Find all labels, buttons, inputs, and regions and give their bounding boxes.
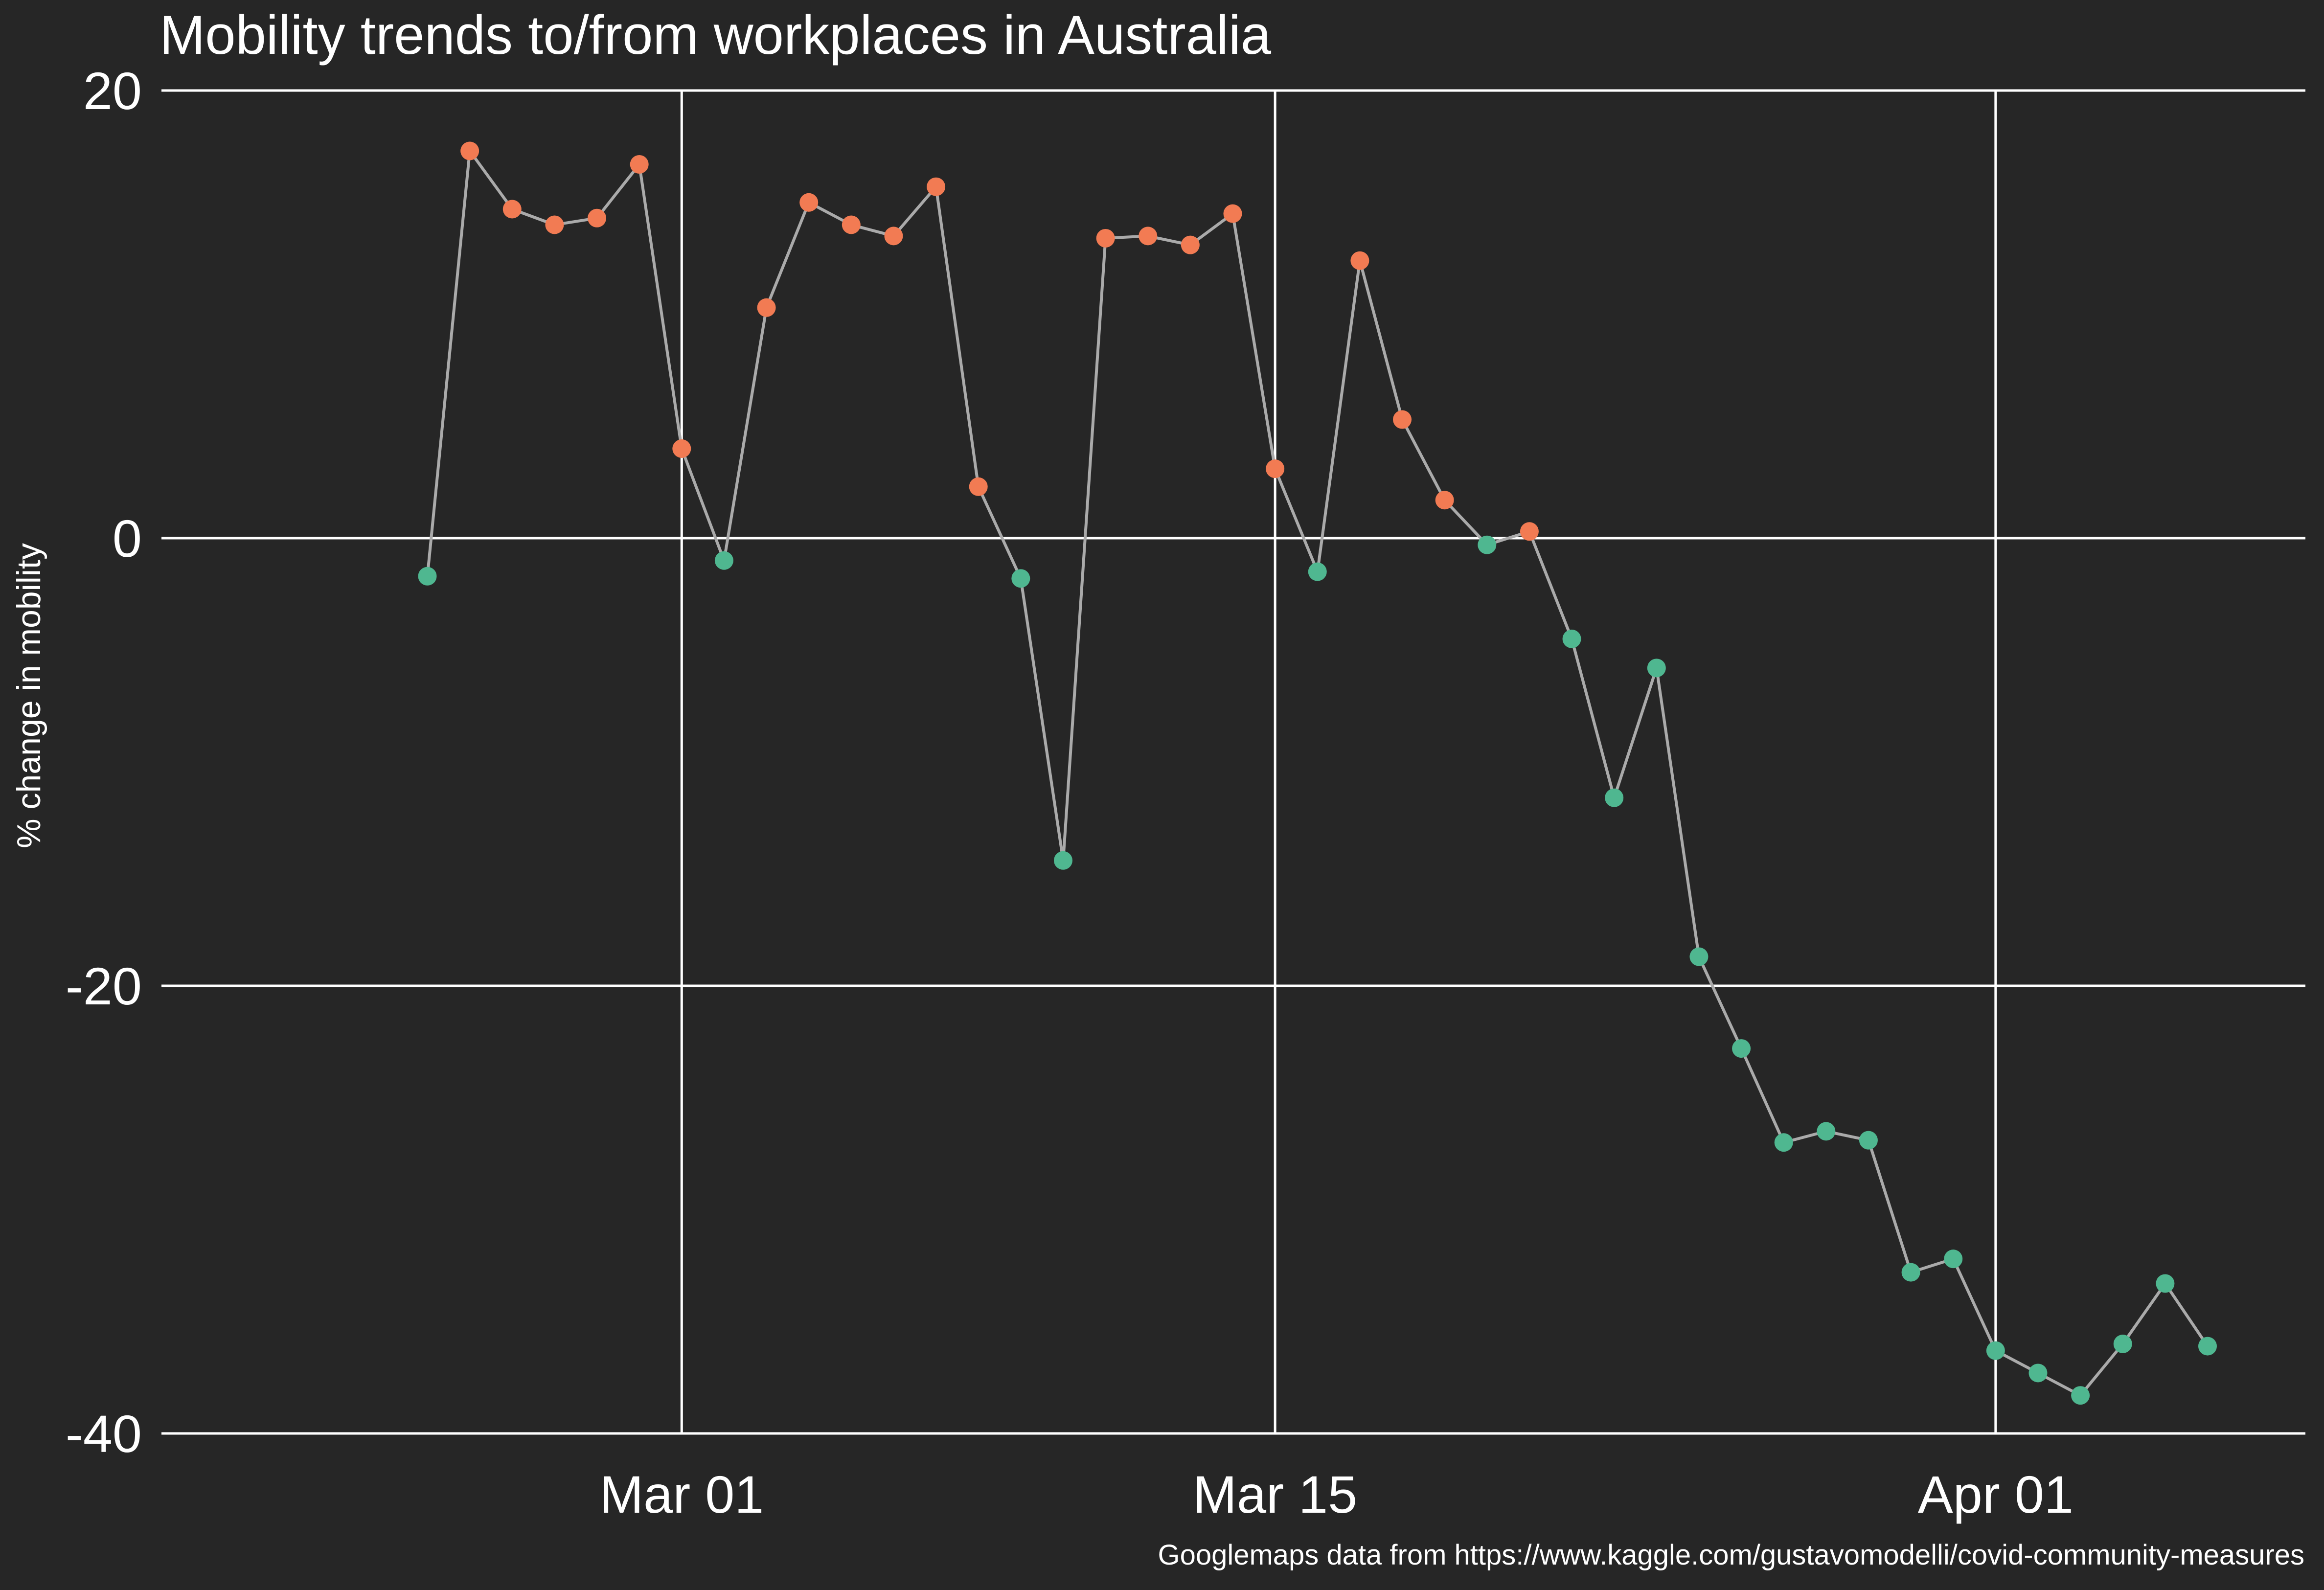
data-point xyxy=(969,477,988,496)
data-point xyxy=(1053,851,1072,870)
data-point xyxy=(1478,535,1497,554)
data-point xyxy=(714,551,733,570)
data-point xyxy=(842,215,861,234)
chart-title: Mobility trends to/from workplaces in Au… xyxy=(159,4,1272,66)
data-points xyxy=(418,141,2217,1405)
y-tick-label: -20 xyxy=(66,956,142,1016)
x-tick-label: Apr 01 xyxy=(1918,1465,2073,1524)
data-point xyxy=(1944,1249,1963,1269)
data-point xyxy=(799,193,819,212)
data-point xyxy=(757,298,776,317)
data-point xyxy=(1181,235,1200,254)
data-point xyxy=(1689,947,1709,966)
data-point xyxy=(2113,1335,2132,1353)
data-point xyxy=(2071,1386,2090,1405)
y-tick-label: 0 xyxy=(113,509,142,568)
data-point xyxy=(672,439,691,458)
y-tick-label: 20 xyxy=(83,61,142,120)
data-point xyxy=(460,141,479,160)
data-point xyxy=(1223,204,1242,223)
data-point xyxy=(1435,491,1454,510)
grid xyxy=(161,89,2305,1435)
data-point xyxy=(588,208,607,227)
data-point xyxy=(1732,1039,1751,1058)
data-point xyxy=(1605,788,1624,807)
caption: Googlemaps data from https://www.kaggle.… xyxy=(1158,1539,2304,1571)
data-point xyxy=(502,200,522,219)
data-point xyxy=(1139,227,1158,246)
data-point xyxy=(2028,1363,2048,1383)
y-axis-ticks: 20 0 -20 -40 xyxy=(66,61,142,1463)
data-point xyxy=(545,215,564,234)
data-point xyxy=(1350,251,1369,270)
x-axis-ticks: Mar 01 Mar 15 Apr 01 xyxy=(599,1465,2073,1524)
data-point xyxy=(927,177,946,196)
data-point xyxy=(1986,1341,2005,1360)
data-point xyxy=(1096,228,1115,248)
data-point xyxy=(1647,659,1666,678)
data-point xyxy=(630,155,649,174)
data-point xyxy=(1817,1122,1836,1141)
data-point xyxy=(1774,1133,1793,1152)
y-axis-label: % change in mobility xyxy=(10,543,47,848)
x-tick-label: Mar 01 xyxy=(599,1465,764,1524)
data-point xyxy=(1266,459,1285,478)
data-point xyxy=(1393,410,1412,429)
y-tick-label: -40 xyxy=(66,1404,142,1463)
data-point xyxy=(1011,569,1030,588)
data-point xyxy=(2156,1274,2175,1293)
x-tick-label: Mar 15 xyxy=(1193,1465,1357,1524)
data-point xyxy=(1520,522,1539,541)
data-point xyxy=(1308,562,1327,581)
data-point xyxy=(2198,1337,2217,1356)
data-point xyxy=(1562,629,1581,648)
data-point xyxy=(1901,1263,1920,1282)
data-point xyxy=(1859,1131,1878,1150)
data-point xyxy=(418,567,437,586)
data-point xyxy=(884,227,903,246)
